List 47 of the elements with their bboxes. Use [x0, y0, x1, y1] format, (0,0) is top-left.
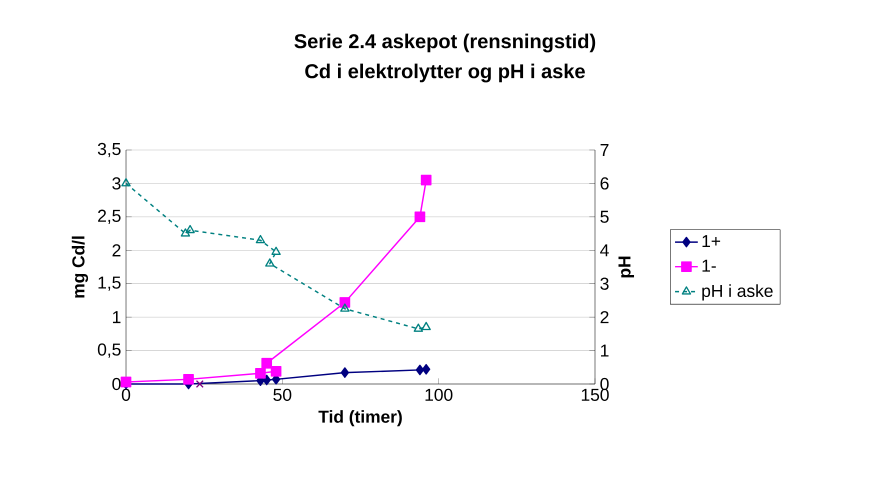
- y2-tick-label: 7: [600, 144, 608, 156]
- point: [256, 234, 266, 244]
- y2-tick-label: 2: [600, 311, 608, 324]
- x-axis-title: Tid (timer): [318, 410, 402, 426]
- y-tick-label: 1: [112, 311, 120, 324]
- point: [416, 364, 424, 376]
- y2-tick-label: 4: [600, 244, 609, 256]
- y-tick-label: 2,5: [98, 210, 121, 224]
- y-axis-title: mg Cd/l: [72, 236, 88, 298]
- legend-label: 1+: [702, 235, 720, 248]
- point: [183, 374, 194, 385]
- point: [261, 358, 272, 369]
- point: [420, 174, 432, 186]
- x-tick-label: 100: [426, 388, 452, 401]
- point: [185, 224, 195, 234]
- point: [265, 258, 275, 267]
- point: [196, 380, 204, 388]
- x-tick-label: 150: [582, 388, 609, 401]
- x-tick-label: 0: [122, 388, 130, 401]
- y-tick-label: 2: [112, 244, 120, 256]
- point: [255, 368, 266, 379]
- legend-label: 1-: [702, 260, 716, 272]
- point: [121, 178, 131, 186]
- point: [421, 322, 431, 330]
- x-tick-label: 50: [273, 388, 292, 401]
- point: [270, 366, 282, 377]
- point: [262, 374, 271, 386]
- y2-tick-label: 3: [600, 278, 609, 290]
- chart-title: Serie 2.4 askepot (rensningstid): [294, 34, 596, 52]
- chart-subtitle: Cd i elektrolytter og pH i aske: [305, 64, 585, 82]
- y-tick-label: 1,5: [98, 276, 121, 291]
- y2-tick-label: 5: [600, 210, 609, 223]
- point: [340, 367, 350, 378]
- y-tick-label: 3: [112, 177, 121, 190]
- point: [271, 246, 281, 255]
- y2-tick-label: 1: [601, 344, 609, 357]
- y2-axis-title: pH: [618, 256, 634, 278]
- point: [422, 364, 430, 375]
- y-tick-label: 0,5: [98, 343, 121, 358]
- legend-label: pH i aske: [702, 284, 773, 300]
- point: [340, 303, 350, 312]
- point: [414, 212, 426, 222]
- y2-tick-label: 6: [600, 177, 609, 190]
- point: [340, 297, 350, 308]
- y-tick-label: 3,5: [98, 142, 121, 158]
- point: [180, 228, 190, 237]
- point: [414, 323, 424, 332]
